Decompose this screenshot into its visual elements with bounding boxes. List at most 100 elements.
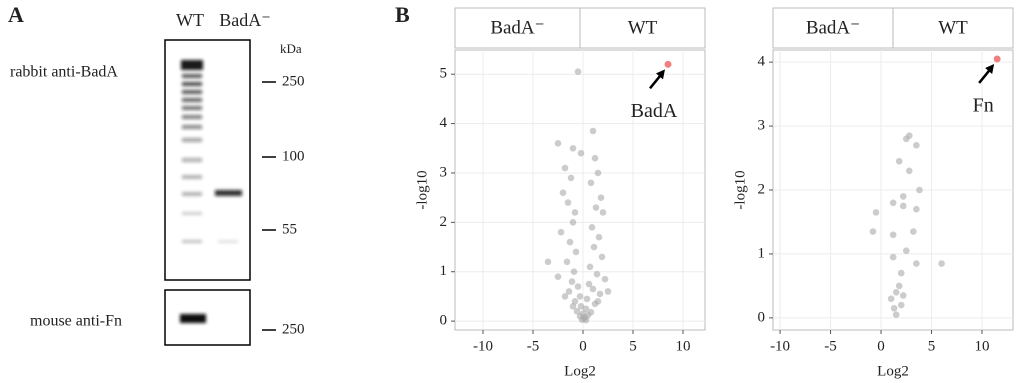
unit-label: kDa	[280, 41, 302, 56]
figure: A B WT BadA⁻ kDa rabbit anti-BadA mouse …	[0, 0, 1017, 383]
point	[570, 145, 577, 152]
x-tick-label: 10	[975, 338, 990, 354]
point	[605, 288, 612, 295]
point	[900, 292, 907, 299]
point	[596, 234, 603, 241]
marker-label: 100	[282, 148, 305, 164]
point	[589, 224, 596, 231]
point	[599, 254, 606, 261]
marker-label: 250	[282, 321, 305, 337]
y-tick-label: 0	[440, 313, 448, 329]
y-tick-label: 1	[440, 263, 448, 279]
y-tick-label: 0	[758, 309, 766, 325]
point	[568, 175, 575, 182]
point	[890, 254, 897, 261]
y-tick-label: 4	[440, 115, 448, 131]
y-tick-label: 5	[440, 66, 448, 82]
point	[600, 209, 607, 216]
point	[903, 136, 910, 143]
x-tick-label: 5	[629, 338, 637, 354]
facet-label: BadA⁻	[806, 17, 860, 38]
point	[598, 194, 605, 201]
highlight-point	[665, 61, 672, 68]
point	[592, 155, 599, 162]
point	[575, 68, 582, 75]
point	[898, 302, 905, 309]
point	[577, 293, 584, 300]
point	[913, 206, 920, 213]
x-tick-label: -10	[473, 338, 493, 354]
point	[597, 291, 604, 298]
point	[590, 128, 597, 135]
x-tick-label: -5	[824, 338, 837, 354]
point	[916, 187, 923, 194]
lane-label: BadA⁻	[219, 10, 271, 30]
x-tick-label: 10	[676, 338, 691, 354]
highlight-point	[994, 55, 1001, 62]
point	[602, 276, 609, 283]
facet-label: WT	[628, 17, 658, 38]
y-tick-label: 1	[758, 245, 766, 261]
point	[545, 259, 552, 266]
panel-label: A	[8, 2, 24, 27]
point	[555, 273, 562, 280]
point	[562, 293, 569, 300]
point	[890, 199, 897, 206]
point	[900, 203, 907, 210]
y-axis-label: -log10	[414, 170, 430, 209]
point	[898, 270, 905, 277]
point	[591, 244, 598, 251]
point	[906, 168, 913, 175]
marker-label: 250	[282, 73, 305, 89]
point	[572, 209, 579, 216]
blot-bottom	[165, 290, 250, 345]
row-label: mouse anti-Fn	[30, 313, 122, 330]
point	[595, 298, 602, 305]
point	[896, 158, 903, 165]
y-tick-label: 3	[758, 118, 766, 134]
point	[590, 286, 597, 293]
facet-label: WT	[938, 17, 968, 38]
point	[595, 170, 602, 177]
panel-label: B	[395, 2, 410, 27]
x-tick-label: -10	[770, 338, 790, 354]
y-tick-label: 2	[758, 181, 766, 197]
point	[910, 228, 917, 235]
row-label: rabbit anti-BadA	[10, 64, 118, 81]
marker-label: 55	[282, 221, 297, 237]
point	[562, 165, 569, 172]
point	[891, 305, 898, 312]
annotation-label: Fn	[973, 95, 994, 117]
point	[900, 193, 907, 200]
x-tick-label: 0	[877, 338, 885, 354]
point	[594, 271, 601, 278]
point	[913, 260, 920, 267]
point	[587, 263, 594, 270]
x-axis-label: Log2	[877, 363, 909, 379]
point	[903, 247, 910, 254]
point	[938, 260, 945, 267]
point	[896, 283, 903, 290]
point	[583, 317, 590, 324]
x-tick-label: -5	[527, 338, 540, 354]
point	[578, 150, 585, 157]
marker-ticks	[262, 82, 276, 330]
point	[584, 296, 591, 303]
point	[888, 295, 895, 302]
lane-label: WT	[176, 10, 204, 30]
point	[560, 189, 567, 196]
blot-top	[165, 40, 250, 280]
x-axis-label: Log2	[564, 363, 596, 379]
annotation-label: BadA	[631, 100, 678, 122]
point	[913, 142, 920, 149]
point	[555, 140, 562, 147]
point	[893, 289, 900, 296]
point	[573, 249, 580, 256]
y-axis-label: -log10	[732, 170, 748, 209]
point	[588, 180, 595, 187]
point	[569, 278, 576, 285]
point	[570, 219, 577, 226]
point	[870, 228, 877, 235]
point	[558, 229, 565, 236]
y-tick-label: 4	[758, 54, 766, 70]
